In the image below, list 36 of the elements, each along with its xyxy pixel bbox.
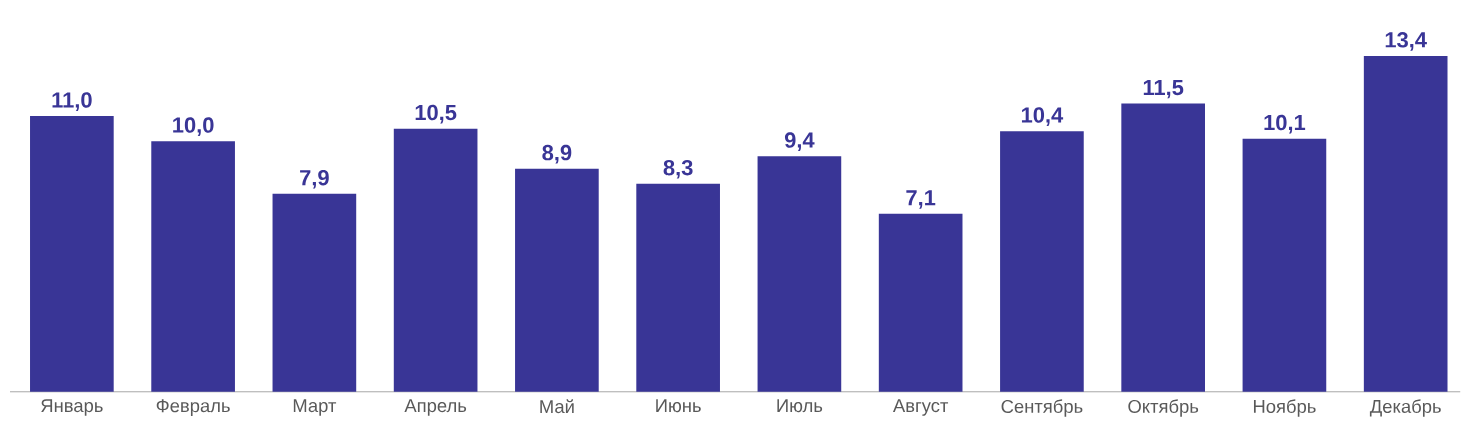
x-tick-label: Июнь <box>656 399 701 413</box>
x-tick-label: Март <box>293 399 337 416</box>
bar <box>1121 103 1205 392</box>
data-label: 8,9 <box>542 144 572 164</box>
data-label: 10,0 <box>173 117 214 137</box>
bar <box>636 183 720 392</box>
bar <box>1000 131 1084 392</box>
x-tick-label: Сентябрь <box>1001 399 1083 417</box>
bar <box>1242 138 1327 392</box>
bar <box>1363 56 1448 392</box>
data-label: 10,1 <box>1264 114 1306 134</box>
x-tick-label: Апрель <box>404 399 467 416</box>
x-tick-label: Декабрь <box>1369 399 1441 417</box>
bar <box>30 116 114 392</box>
data-label: 10,5 <box>415 104 457 124</box>
data-label: 8,3 <box>663 160 693 179</box>
bar <box>757 156 842 392</box>
bar <box>515 168 599 392</box>
data-label: 11,5 <box>1143 80 1184 99</box>
x-tick-label: Январь <box>41 399 103 416</box>
data-label: 9,4 <box>784 132 815 152</box>
x-tick-label: Июль <box>777 399 823 413</box>
bar <box>151 141 235 392</box>
x-tick-label: Февраль <box>156 399 230 417</box>
x-tick-label: Май <box>540 399 574 414</box>
bar <box>393 128 478 392</box>
data-label: 7,9 <box>300 170 329 189</box>
x-tick-label: Ноябрь <box>1253 399 1316 417</box>
data-label: 11,0 <box>52 92 92 112</box>
bar <box>272 193 357 392</box>
bar <box>878 213 963 392</box>
data-label: 13,4 <box>1385 32 1427 51</box>
x-tick-label: Октябрь <box>1128 399 1199 417</box>
x-tick-label: Август <box>892 399 949 416</box>
data-label: 10,4 <box>1021 107 1064 127</box>
data-label: 7,1 <box>906 190 936 209</box>
